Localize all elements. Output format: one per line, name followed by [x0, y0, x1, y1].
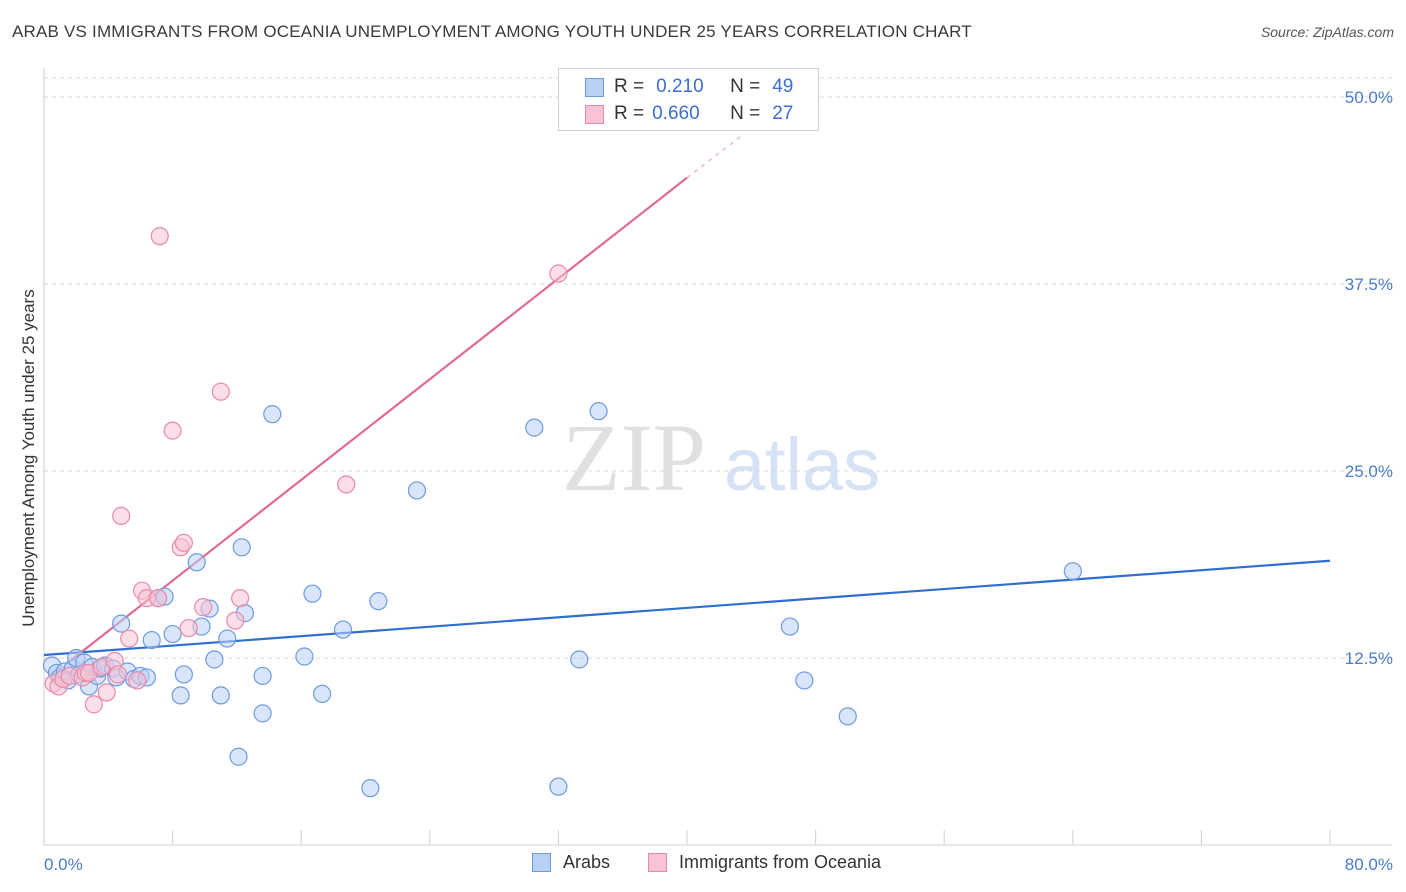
legend-n-value: 27 — [772, 103, 794, 124]
arabs-point — [218, 629, 237, 648]
legend-swatch-oceania — [585, 104, 604, 124]
legend-n-value: 49 — [772, 76, 794, 97]
legend-r-label: R = — [614, 103, 645, 124]
arabs-point — [295, 647, 314, 666]
arabs-trend-line — [43, 559, 1331, 657]
oceania-point — [337, 475, 356, 494]
arabs-point — [253, 704, 272, 723]
legend-r-value: 0.210 — [656, 76, 704, 97]
arabs-point — [253, 666, 272, 686]
arabs-point — [780, 617, 799, 636]
arabs-point — [525, 418, 544, 437]
legend-row-arabs: R = 0.210 N = 49 — [585, 75, 793, 99]
arabs-point — [171, 686, 190, 705]
arabs-point — [589, 402, 608, 421]
bottom-legend-swatch-arabs — [532, 853, 551, 872]
arabs-point — [211, 686, 230, 705]
oceania-point — [97, 683, 116, 702]
oceania-point — [174, 533, 193, 552]
arabs-point — [838, 707, 857, 726]
oceania-trend-extension — [686, 133, 744, 179]
oceania-point — [128, 671, 147, 690]
arabs-point — [369, 592, 388, 611]
arabs-point — [142, 630, 161, 650]
oceania-point — [120, 629, 139, 648]
arabs-point — [795, 671, 814, 690]
arabs-point — [263, 405, 282, 424]
y-tick-label: 25.0% — [1345, 462, 1393, 481]
legend-row-oceania: R = 0.660 N = 27 — [585, 102, 793, 126]
oceania-point — [549, 264, 568, 283]
oceania-point — [179, 618, 198, 638]
arabs-point — [187, 553, 206, 572]
arabs-point — [174, 665, 193, 684]
y-tick-label: 50.0% — [1345, 88, 1393, 107]
oceania-point — [112, 506, 131, 525]
arabs-point — [361, 779, 380, 798]
legend-n-label: N = — [730, 76, 761, 97]
arabs-point — [303, 584, 322, 603]
oceania-point — [149, 589, 168, 608]
oceania-point — [226, 611, 245, 630]
legend-r-label: R = — [614, 76, 645, 97]
bottom-legend-oceania: Immigrants from Oceania — [648, 852, 881, 873]
y-tick-label: 12.5% — [1345, 649, 1393, 668]
bottom-legend-label-oceania: Immigrants from Oceania — [679, 852, 882, 872]
oceania-point — [231, 589, 250, 608]
x-tick-label: 80.0% — [1345, 855, 1393, 874]
arabs-point — [407, 481, 427, 500]
arabs-point — [549, 777, 568, 796]
arabs-point — [163, 624, 182, 644]
arabs-point — [1063, 562, 1082, 581]
arabs-point — [333, 620, 353, 639]
chart-source: Source: ZipAtlas.com — [1260, 24, 1394, 40]
y-tick-label: 37.5% — [1345, 275, 1393, 294]
y-axis-label: Unemployment Among Youth under 25 years — [19, 289, 38, 626]
label-layer: 12.5% 25.0% 37.5% 50.0% 0.0% 80.0% Unemploymen… — [19, 88, 1393, 874]
legend-r-value: 0.660 — [652, 103, 700, 124]
oceania-point — [150, 227, 169, 246]
chart-title: ARAB VS IMMIGRANTS FROM OCEANIA UNEMPLOY… — [12, 22, 972, 41]
legend-box: R = 0.210 N = 49 R = 0.660 N = 27 — [558, 68, 819, 131]
oceania-point — [194, 598, 213, 617]
oceania-point — [84, 695, 103, 714]
arabs-point — [205, 650, 224, 669]
x-tick-label: 0.0% — [44, 855, 83, 874]
arabs-point — [229, 747, 248, 766]
watermark: ZIP atlas — [562, 404, 880, 511]
arabs-point — [570, 650, 589, 669]
bottom-legend-label-arabs: Arabs — [563, 852, 611, 872]
watermark-zip: ZIP — [562, 404, 706, 511]
arabs-point — [112, 614, 131, 633]
legend-swatch-arabs — [585, 77, 604, 97]
points-layer — [42, 227, 1082, 798]
trend-layer — [43, 133, 1331, 664]
axis-layer — [43, 68, 1392, 846]
arabs-point — [232, 538, 251, 557]
oceania-trend-line — [67, 176, 688, 664]
oceania-point — [211, 382, 230, 401]
watermark-atlas: atlas — [724, 423, 880, 506]
bottom-legend-arabs: Arabs — [532, 852, 610, 873]
arabs-point — [312, 684, 332, 704]
legend-n-label: N = — [730, 103, 761, 124]
bottom-legend-swatch-oceania — [648, 853, 667, 872]
oceania-point — [163, 421, 182, 440]
oceania-point — [108, 665, 128, 684]
